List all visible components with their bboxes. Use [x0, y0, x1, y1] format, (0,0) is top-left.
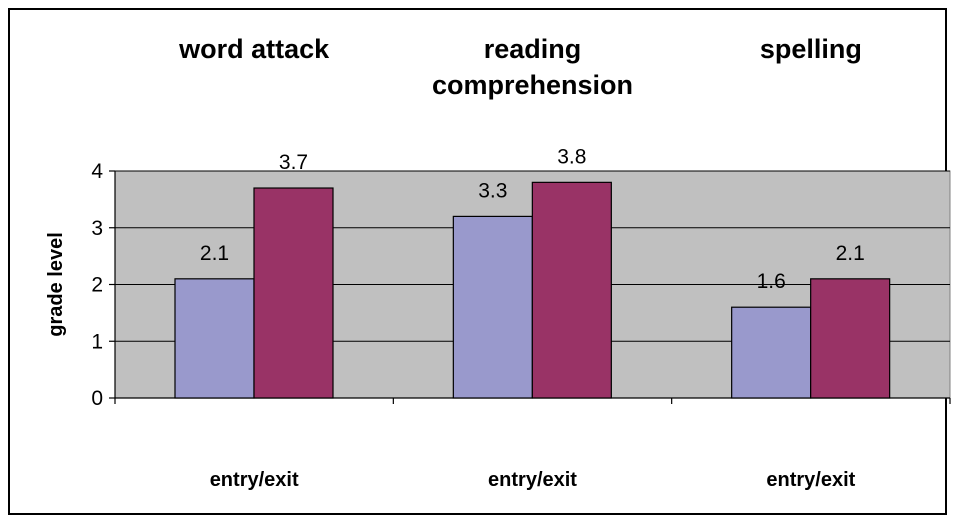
category-title-line: word attack: [178, 34, 330, 64]
bar-entry-1: [452, 215, 533, 399]
y-tick-label-3: 3: [91, 217, 103, 240]
bottom-label-0: entry/exit: [210, 469, 299, 491]
bar-exit-1: [531, 181, 612, 399]
data-label-entry-1: 3.3: [478, 179, 507, 202]
y-tick-label-2: 2: [91, 274, 103, 297]
category-title-line: reading: [484, 34, 582, 64]
data-label-entry-0: 2.1: [200, 242, 229, 265]
category-title-2: spelling: [760, 34, 862, 64]
plot-area: [109, 170, 951, 404]
category-title-line: comprehension: [432, 70, 633, 100]
bar-entry-0: [174, 278, 255, 399]
y-tick-label-1: 1: [91, 330, 103, 353]
bar-exit-0: [253, 187, 334, 399]
y-tick-label-4: 4: [91, 160, 103, 183]
data-label-exit-2: 2.1: [836, 242, 865, 265]
bottom-label-1: entry/exit: [488, 469, 577, 491]
category-title-line: spelling: [760, 34, 862, 64]
bar-exit-2: [810, 278, 891, 399]
bar-entry-2: [731, 306, 812, 399]
y-axis-title: grade level: [45, 232, 67, 337]
category-title-1: reading comprehension: [432, 34, 633, 100]
chart-labels: 0 1 2 3 4 2.1 3.3 1.6 3.7 3.8 2.1 word attack readin…: [45, 34, 865, 491]
bottom-label-2: entry/exit: [766, 469, 855, 491]
data-label-exit-1: 3.8: [557, 145, 586, 168]
data-label-exit-0: 3.7: [279, 151, 308, 174]
category-title-0: word attack: [178, 34, 330, 64]
data-label-entry-2: 1.6: [757, 270, 786, 293]
y-tick-label-0: 0: [91, 387, 103, 410]
